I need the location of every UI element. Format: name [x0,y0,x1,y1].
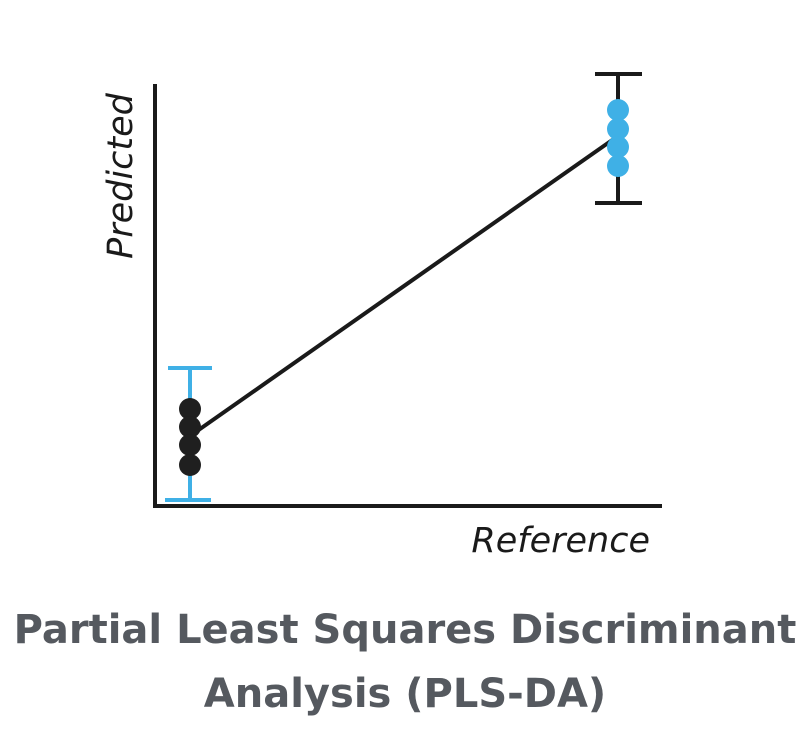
diagram-caption-line-1: Partial Least Squares Discriminant [13,607,797,653]
group-high-points [607,99,629,177]
group-high-point [607,118,629,140]
y-axis-label: Predicted [101,92,141,258]
group-low-point [179,454,201,476]
group-low-point [179,416,201,438]
group-high-point [607,155,629,177]
fit-line [188,134,620,438]
group-low-point [179,434,201,456]
group-low-points [179,398,201,476]
group-high-point [607,136,629,158]
diagram-caption-line-2: Analysis (PLS-DA) [203,671,607,717]
group-high-point [607,99,629,121]
group-low-point [179,398,201,420]
x-axis-label: Reference [471,521,650,561]
